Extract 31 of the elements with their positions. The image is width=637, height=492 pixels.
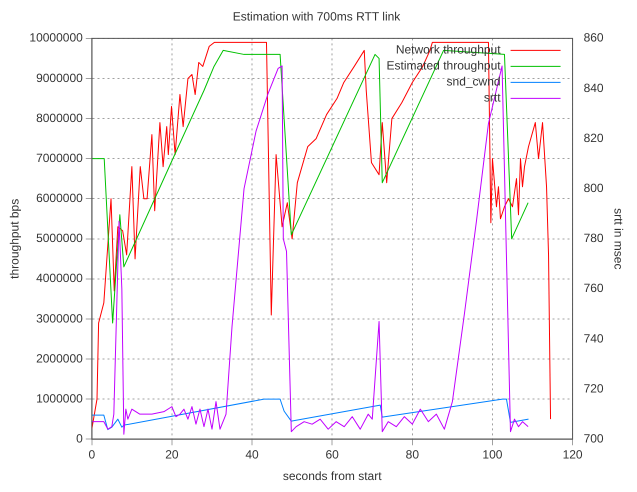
x-tick-label: 60 bbox=[326, 448, 340, 462]
y2-tick-label: 820 bbox=[584, 130, 604, 145]
x-tick-label: 80 bbox=[406, 448, 420, 462]
y2-axis-title: srtt in msec bbox=[611, 208, 626, 270]
x-tick-label: 20 bbox=[165, 448, 179, 462]
x-tick-label: 40 bbox=[245, 448, 260, 462]
y-tick-label: 6000000 bbox=[36, 191, 84, 206]
y-tick-label: 9000000 bbox=[36, 70, 84, 85]
y2-tick-label: 800 bbox=[584, 181, 604, 196]
y-tick-label: 1000000 bbox=[36, 391, 84, 406]
y-tick-label: 8000000 bbox=[36, 110, 84, 125]
y2-tick-label: 740 bbox=[584, 331, 604, 346]
chart-title: Estimation with 700ms RTT link bbox=[232, 10, 402, 24]
y2-tick-label: 840 bbox=[584, 80, 604, 95]
y-tick-label: 2000000 bbox=[36, 351, 84, 366]
x-tick-label: 0 bbox=[88, 448, 96, 462]
x-tick-label: 100 bbox=[482, 448, 503, 462]
y2-tick-label: 860 bbox=[584, 30, 604, 45]
y-axis-title: throughput bps bbox=[8, 198, 22, 279]
y2-tick-label: 700 bbox=[584, 432, 604, 446]
x-axis-title: seconds from start bbox=[282, 469, 382, 484]
y-tick-label: 4000000 bbox=[36, 271, 84, 286]
y-tick-label: 7000000 bbox=[36, 150, 84, 165]
y2-tick-label: 760 bbox=[584, 281, 604, 296]
y2-tick-label: 720 bbox=[584, 381, 604, 396]
y-tick-label: 5000000 bbox=[36, 231, 84, 246]
y-tick-label: 0 bbox=[76, 432, 84, 446]
y-tick-label: 10000000 bbox=[29, 30, 84, 45]
y2-tick-label: 780 bbox=[584, 231, 604, 246]
y-tick-label: 3000000 bbox=[36, 311, 84, 326]
x-tick-label: 120 bbox=[562, 448, 583, 462]
